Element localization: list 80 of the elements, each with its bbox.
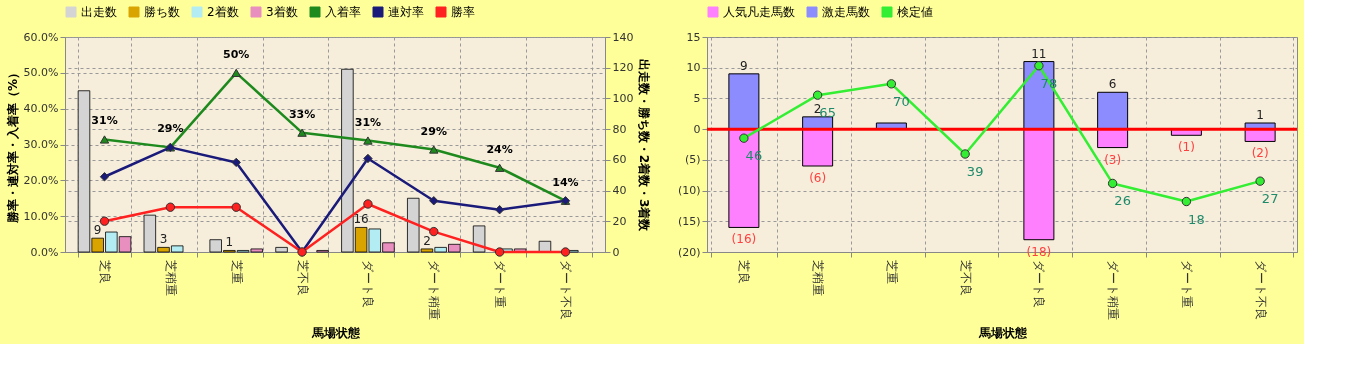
data-label: 1 [225, 235, 234, 250]
legend-label: 入着率 [325, 5, 361, 19]
legend-label: 3着数 [266, 5, 298, 19]
legend-label: 勝ち数 [144, 5, 180, 19]
y-tick-label: (20) [677, 245, 701, 259]
x-tick-label: ダート重 [1179, 259, 1194, 308]
x-tick-label: 芝稍重 [163, 259, 178, 296]
data-label: 9 [740, 58, 748, 73]
y2-tick-label: 140 [612, 30, 634, 44]
y2-tick-label: 20 [612, 214, 627, 228]
y-tick-label: (10) [677, 184, 701, 198]
y2-axis-title: 出走数・勝ち数・2着数・3着数 [637, 58, 652, 233]
data-label: 3 [159, 232, 168, 247]
legend-label: 検定値 [897, 5, 933, 19]
y-tick-label: 20.0% [23, 173, 59, 187]
y-tick-label: 0.0% [30, 245, 59, 259]
y-axis-title: 勝率・連対率・入着率（%） [5, 66, 20, 225]
legend-label: 人気凡走馬数 [723, 5, 795, 19]
y2-tick-label: 40 [612, 184, 627, 198]
x-tick-label: 芝重 [884, 259, 899, 284]
x-axis-title: 馬場状態 [977, 325, 1028, 340]
x-axis-title: 馬場状態 [310, 325, 361, 340]
y-tick-label: 40.0% [23, 102, 59, 116]
y-tick-label: (5) [684, 153, 701, 167]
data-label: 50% [223, 47, 250, 61]
data-label: 26 [1114, 193, 1131, 209]
data-label: (6) [809, 171, 827, 185]
data-label: (1) [1177, 140, 1195, 155]
y-tick-label: 10 [686, 61, 701, 75]
data-label: 9 [93, 223, 102, 238]
legend-label: 出走数 [81, 5, 117, 19]
x-tick-label: ダート良 [1032, 259, 1047, 308]
data-label: 33% [288, 107, 316, 121]
x-tick-label: ダート不良 [558, 259, 573, 320]
y-tick-label: 30.0% [23, 138, 59, 151]
legend-label: 連対率 [388, 5, 424, 19]
y-tick-label: 15 [686, 30, 701, 44]
y-tick-label: (15) [677, 214, 701, 228]
x-tick-label: 芝不良 [295, 259, 310, 296]
y2-tick-label: 80 [612, 122, 627, 136]
y2-tick-label: 100 [612, 91, 634, 105]
x-tick-label: ダート稍重 [427, 259, 442, 320]
data-label: 29% [157, 122, 184, 136]
x-tick-label: ダート良 [361, 259, 376, 308]
x-tick-label: ダート不良 [1253, 259, 1268, 320]
data-label: 27 [1261, 191, 1279, 207]
x-tick-label: ダート重 [493, 259, 508, 308]
legend-label: 2着数 [207, 5, 239, 19]
data-label: 14% [552, 175, 579, 189]
x-tick-label: 芝不良 [958, 259, 973, 296]
y-tick-label: 60.0% [23, 30, 59, 44]
x-tick-label: 芝稍重 [811, 259, 826, 296]
y-tick-label: 50.0% [23, 66, 59, 80]
data-label: 31% [91, 114, 118, 128]
data-label: 24% [486, 142, 513, 156]
data-label: 16 [353, 212, 369, 227]
data-label: 6 [1108, 77, 1117, 92]
data-label: 70 [893, 93, 910, 109]
y-tick-label: 10.0% [23, 209, 59, 223]
data-label: (2) [1251, 146, 1269, 161]
y-tick-label: 5 [693, 91, 701, 105]
x-tick-label: ダート稍重 [1106, 259, 1121, 320]
data-label: (16) [731, 232, 757, 247]
data-label: 1 [1256, 108, 1264, 122]
legend-label: 激走馬数 [822, 5, 870, 19]
x-tick-label: 芝良 [98, 259, 113, 284]
data-label: 11 [1031, 46, 1047, 61]
data-label: 29% [420, 124, 447, 138]
legend-label: 勝率 [451, 5, 475, 19]
data-label: 31% [354, 115, 382, 129]
y-tick-label: 0 [693, 122, 701, 136]
y2-tick-label: 60 [612, 153, 627, 167]
x-tick-label: 芝重 [229, 259, 244, 284]
data-label: 18 [1188, 211, 1205, 227]
y2-tick-label: 0 [612, 245, 620, 259]
data-label: (3) [1104, 152, 1122, 167]
data-label: 2 [423, 233, 431, 248]
data-label: 39 [966, 164, 984, 180]
y2-tick-label: 120 [612, 61, 634, 75]
x-tick-label: 芝良 [737, 259, 752, 284]
